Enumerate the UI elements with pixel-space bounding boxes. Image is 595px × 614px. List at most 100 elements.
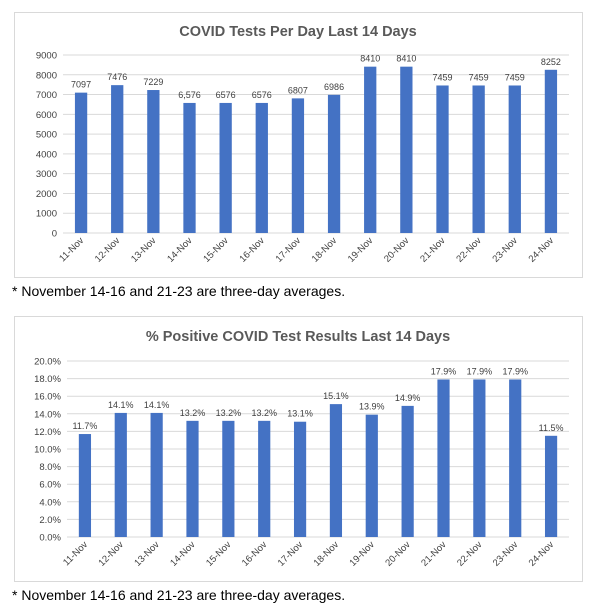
data-label: 17.9%: [467, 366, 493, 376]
y-tick-label: 1000: [36, 209, 57, 220]
x-tick-label: 16-Nov: [237, 235, 267, 265]
data-label: 11.5%: [539, 423, 564, 433]
chart-footnote-positive: * November 14-16 and 21-23 are three-day…: [12, 587, 346, 603]
data-label: 8410: [396, 54, 416, 64]
y-tick-label: 2000: [36, 189, 57, 200]
bar: [219, 102, 232, 233]
bar: [258, 420, 271, 537]
tests-chart-svg: COVID Tests Per Day Last 14 Days 0 1000 200…: [36, 24, 569, 265]
x-tick-label: 21-Nov: [418, 235, 448, 265]
bar: [436, 85, 449, 233]
x-tick-label: 24-Nov: [527, 539, 557, 569]
x-tick-label: 14-Nov: [165, 235, 195, 265]
y-tick-label: 16.0%: [34, 392, 61, 403]
bar: [78, 434, 92, 537]
bar: [186, 420, 199, 537]
bar: [400, 66, 413, 233]
bar: [150, 412, 163, 537]
y-tick-label: 6.0%: [39, 480, 61, 491]
x-tick-label: 17-Nov: [274, 235, 304, 265]
y-tick-label: 4.0%: [39, 497, 61, 508]
x-tick-label: 22-Nov: [454, 235, 484, 265]
x-tick-label: 13-Nov: [132, 539, 162, 569]
bar: [364, 66, 377, 233]
y-tick-label: 6000: [36, 110, 57, 121]
data-label: 6986: [324, 82, 344, 92]
data-label: 6807: [288, 85, 308, 95]
x-tick-label: 12-Nov: [96, 539, 126, 569]
bar: [437, 379, 450, 537]
x-tick-label: 18-Nov: [312, 539, 342, 569]
x-tick-label: 11-Nov: [61, 539, 90, 568]
bar: [147, 90, 160, 233]
x-tick-label: 18-Nov: [310, 235, 340, 265]
bar: [509, 379, 522, 537]
data-label: 7229: [143, 77, 163, 87]
data-label: 14.1%: [144, 400, 170, 410]
chart-panel-positive: % Positive COVID Test Results Last 14 Da…: [14, 316, 583, 582]
data-label: 15.1%: [323, 391, 349, 401]
data-label: 17.9%: [502, 366, 528, 376]
y-tick-label: 20.0%: [34, 357, 61, 368]
bar: [74, 92, 88, 233]
y-tick-label: 8000: [36, 70, 57, 81]
x-tick-label: 24-Nov: [527, 235, 557, 265]
bar: [293, 421, 307, 537]
y-tick-label: 0.0%: [39, 533, 61, 544]
bar: [329, 404, 343, 537]
y-tick-label: 9000: [36, 51, 57, 62]
x-tick-label: 16-Nov: [240, 539, 270, 569]
data-label: 14.9%: [395, 393, 421, 403]
y-tick-label: 7000: [36, 90, 57, 101]
x-tick-label: 23-Nov: [491, 539, 521, 569]
bar: [544, 69, 558, 233]
data-label: 8252: [541, 57, 561, 67]
chart-title: COVID Tests Per Day Last 14 Days: [179, 24, 416, 40]
bar: [473, 379, 486, 537]
data-label: 7459: [432, 72, 452, 82]
y-tick-label: 8.0%: [39, 462, 61, 473]
y-tick-label: 0: [52, 229, 57, 240]
bar: [291, 98, 305, 233]
bar: [544, 435, 558, 537]
bar: [472, 85, 485, 233]
bar: [365, 414, 378, 537]
bar: [401, 405, 414, 537]
data-label: 13.2%: [251, 408, 277, 418]
bar: [114, 412, 127, 537]
data-label: 11.7%: [72, 421, 97, 431]
y-tick-label: 18.0%: [34, 374, 61, 385]
data-label: 13.1%: [287, 409, 313, 419]
positive-chart-svg: % Positive COVID Test Results Last 14 Da…: [34, 329, 569, 569]
bar: [508, 85, 521, 233]
x-tick-label: 19-Nov: [346, 235, 376, 265]
x-tick-label: 20-Nov: [383, 539, 413, 569]
data-label: 6576: [252, 90, 272, 100]
y-tick-label: 12.0%: [34, 427, 61, 438]
bar: [183, 102, 196, 233]
x-tick-label: 12-Nov: [93, 235, 123, 265]
y-tick-label: 4000: [36, 149, 57, 160]
x-tick-label: 19-Nov: [347, 539, 377, 569]
x-tick-label: 13-Nov: [129, 235, 159, 265]
y-tick-label: 10.0%: [34, 445, 61, 456]
x-tick-label: 17-Nov: [276, 539, 306, 569]
data-label: 13.2%: [216, 408, 242, 418]
x-tick-label: 15-Nov: [201, 235, 231, 265]
y-tick-label: 3000: [36, 169, 57, 180]
data-label: 13.9%: [359, 402, 385, 412]
data-label: 13.2%: [180, 408, 206, 418]
y-tick-label: 5000: [36, 130, 57, 141]
bar: [111, 85, 124, 234]
chart-title: % Positive COVID Test Results Last 14 Da…: [146, 329, 450, 345]
bar: [327, 94, 341, 233]
data-label: 14.1%: [108, 400, 134, 410]
x-tick-label: 20-Nov: [382, 235, 412, 265]
y-tick-label: 14.0%: [34, 409, 61, 420]
chart-footnote-tests: * November 14-16 and 21-23 are three-day…: [12, 283, 346, 299]
data-label: 17.9%: [431, 366, 457, 376]
x-tick-label: 22-Nov: [455, 539, 485, 569]
x-tick-label: 15-Nov: [204, 539, 234, 569]
bar: [255, 102, 268, 233]
x-tick-label: 11-Nov: [57, 235, 86, 264]
